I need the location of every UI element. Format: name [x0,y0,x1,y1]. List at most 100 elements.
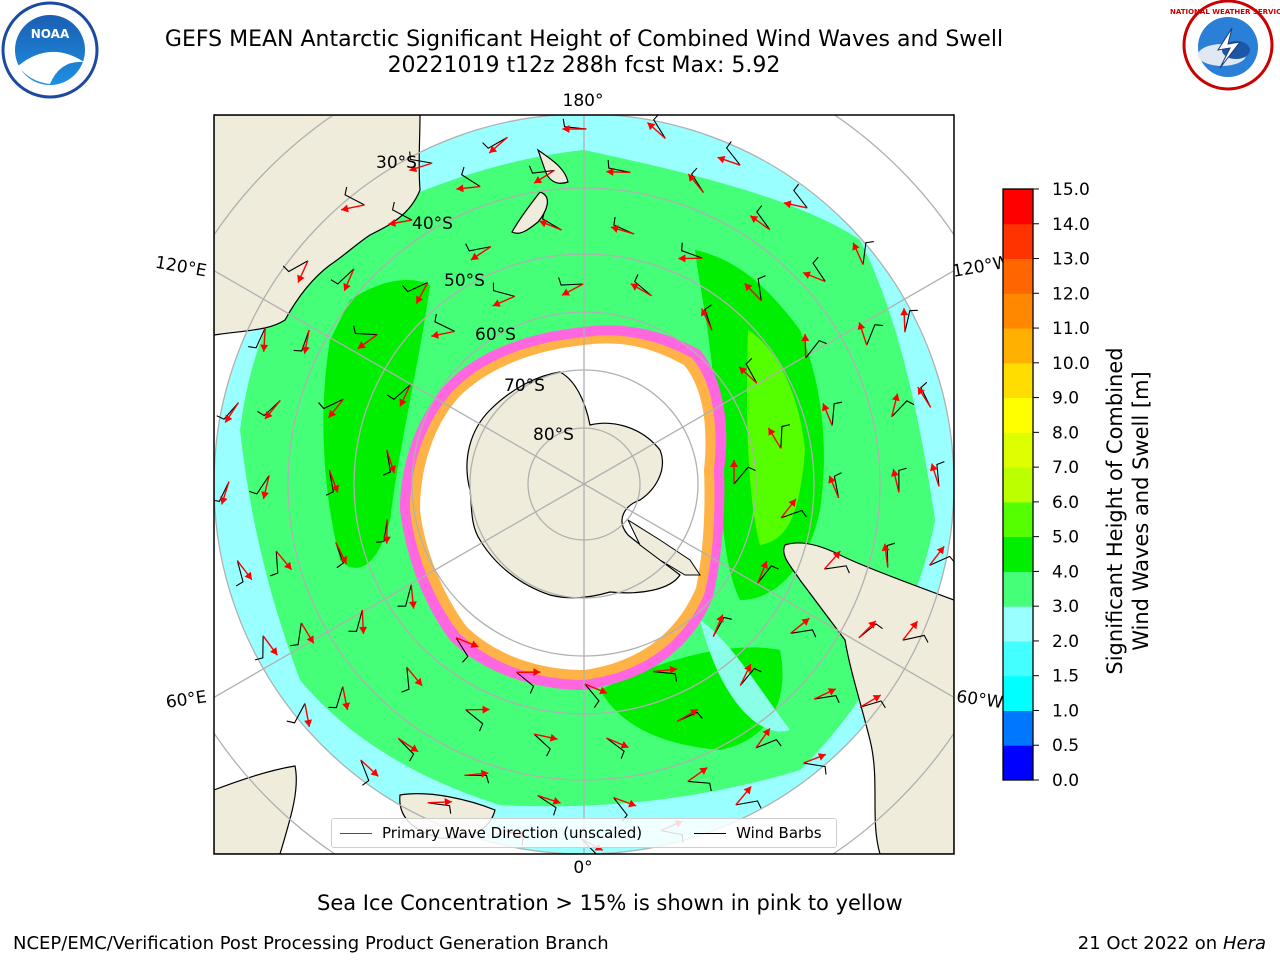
wave-arrow-head [917,387,925,396]
wave-arrow-head [852,242,860,251]
wind-barb [282,260,309,273]
wave-arrow-head [891,469,899,477]
wind-barb [293,330,310,352]
africa [214,765,297,854]
wind-barb [216,402,239,420]
wind-barb [335,542,344,569]
wind-barb [780,424,790,449]
wave-arrow-head [304,719,312,728]
wave-arrow-head [647,122,656,131]
wind-barb [902,634,929,643]
wind-barb [348,609,363,632]
wave-arrow-head [301,346,310,354]
wind-barb [325,470,334,496]
colorbar-segment [1003,223,1033,260]
colorbar-segment [1003,432,1033,468]
wind-barb [790,629,817,638]
wave-arrow-head [669,665,678,674]
wave-arrow-head [244,571,252,580]
colorbar-segment [1003,328,1033,364]
legend-swatch-black-line [694,832,727,834]
wind-barb [755,739,782,749]
map-subtitle: 20221019 t12z 288h fcst Max: 5.92 [387,53,781,78]
wind-barb [401,667,410,693]
wind-barb [898,467,907,493]
colorbar-tick-label: 0.0 [1052,771,1079,791]
wind-barb [461,166,481,188]
colorbar-segment [1003,189,1033,225]
antarctica [400,325,727,690]
wind-barb [793,183,808,209]
wind-barb [606,737,625,759]
wind-barb [929,555,954,566]
wave-arrow-head [410,744,419,752]
antarctic-land [466,371,681,599]
wind-barb [562,118,587,130]
wind-barb [330,268,355,285]
colorbar-ticks: 0.0 0.5 1.0 1.5 2.0 3.0 4.0 5.0 6.0 7.0 8.0 9.0 10.0… [1033,180,1090,791]
wind-barb [537,795,557,816]
wind-barb [757,565,779,584]
lat-label-70s: 70°S [504,376,545,396]
colorbar-tick-label: 9.0 [1052,389,1079,409]
wave-arrow-head [409,164,418,173]
nws-logo: NATIONAL WEATHER SERVICE [1170,0,1280,91]
legend-label-wave-direction: Primary Wave Direction (unscaled) [382,824,643,842]
wind-barb [344,186,365,206]
wind-barb [248,327,266,349]
wind-barb [739,667,762,686]
colorbar-tick-label: 6.0 [1052,493,1079,513]
colorbar-segment [1003,536,1033,572]
colorbar-segment [1003,501,1033,538]
colorbar-tick-label: 3.0 [1052,597,1079,617]
nws-logo-text: NATIONAL WEATHER SERVICE [1170,8,1280,16]
wave-arrow-head [628,799,637,808]
wind-barb [859,700,886,709]
lat-label-60s: 60°S [475,325,516,345]
wind-barb [353,325,378,336]
wind-barb [386,384,411,401]
wind-barb [712,616,732,637]
wave-arrow-head [762,728,770,737]
wave-arrow-head [744,663,752,673]
wave-arrow-head [339,555,347,564]
wave-arrow-head [408,601,417,609]
wave-arrow-head [689,709,698,717]
wave-arrow-head [357,341,366,349]
colorbar-segment [1003,397,1033,433]
colorbar-segment [1003,606,1033,642]
wave-arrow-head [817,753,826,761]
wave-arrow-head [801,334,810,342]
continents [214,115,954,854]
colorbar-tick-label: 8.0 [1052,423,1079,443]
wave-arrow-head [562,125,570,134]
wind-barb [780,509,807,519]
map-frame [213,114,955,855]
colorbar-segment [1003,467,1033,503]
wave-arrow-head [717,155,726,164]
wind-barb [482,136,508,149]
colorbar-tick-label: 15.0 [1052,180,1090,200]
wind-barb [866,324,883,346]
colorbar [1003,189,1033,781]
colorbar-segment [1003,258,1033,294]
wave-arrow-head [900,308,909,316]
wave-arrow-head [910,621,918,630]
wave-arrow-head [260,344,269,352]
wave-arrow-head [492,299,501,307]
wind-barb [653,115,666,139]
colorbar-tick-label: 10.0 [1052,354,1090,374]
wave-arrow-head [783,200,792,209]
footer-host: Hera [1222,933,1266,954]
noaa-logo: NOAA [1,1,99,99]
wind-barb [613,216,635,235]
wind-barb [936,461,945,487]
wave-arrow-head [342,702,351,711]
colorbar-tick-label: 5.0 [1052,528,1079,548]
wind-barb [465,243,491,252]
wave-arrow-head [739,366,748,375]
lat-label-80s: 80°S [533,425,574,445]
wave-arrow-head [872,695,881,703]
wind-barb [328,686,344,709]
